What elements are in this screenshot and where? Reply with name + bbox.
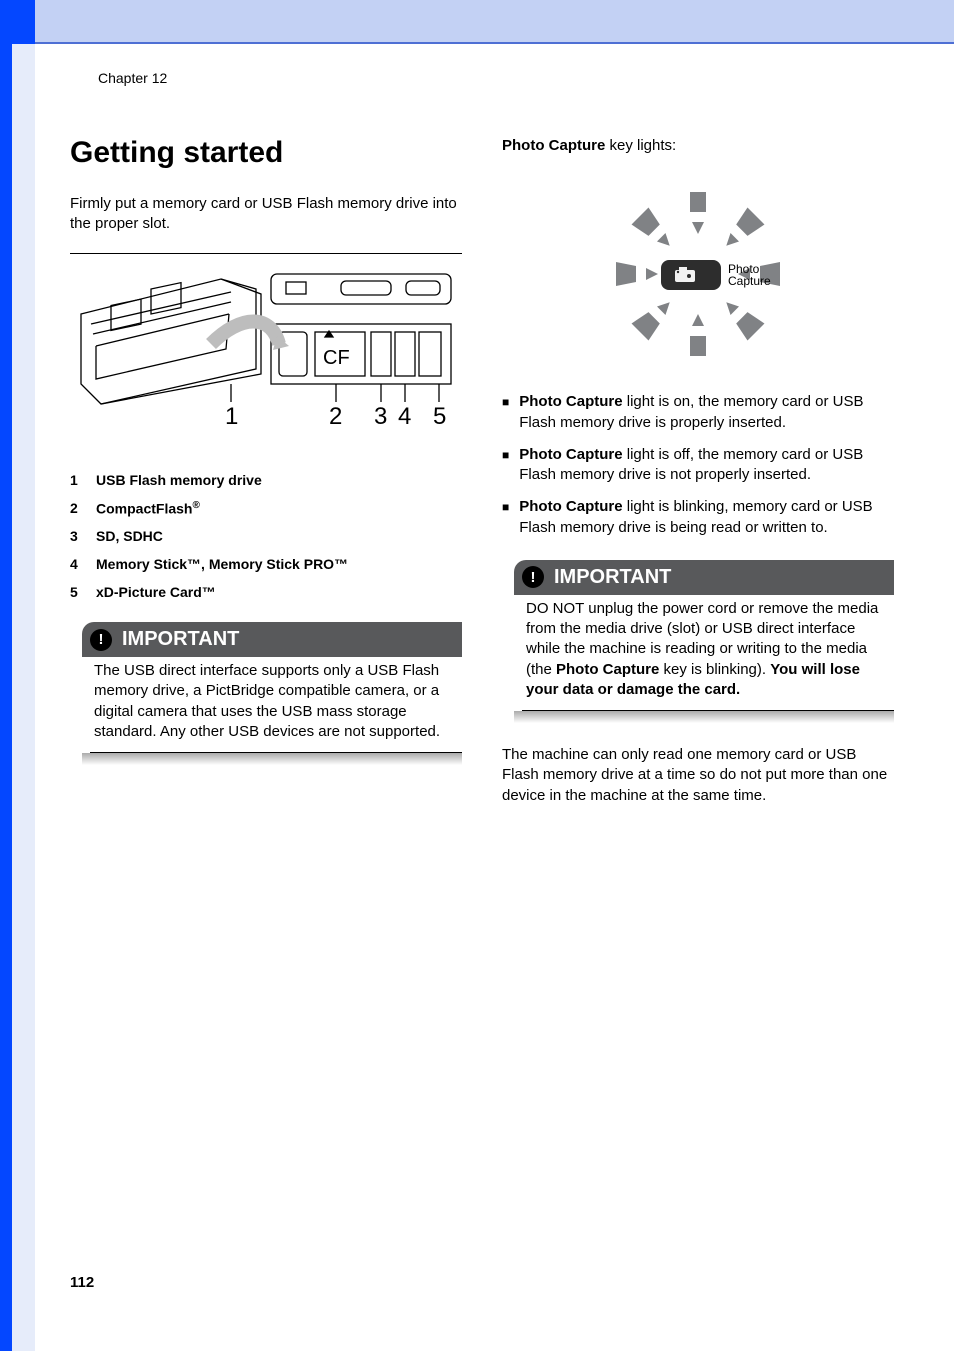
svg-text:Capture: Capture xyxy=(728,274,771,288)
printer-diagram: CF 1 2 3 4 5 xyxy=(70,253,462,458)
light-state-item: Photo Capture light is off, the memory c… xyxy=(502,445,894,486)
slot-num-2: 2 xyxy=(329,403,342,429)
important-header: ! IMPORTANT xyxy=(514,560,894,595)
printer-svg: CF 1 2 3 4 5 xyxy=(70,254,462,429)
bottom-note: The machine can only read one memory car… xyxy=(502,745,894,806)
left-column: Getting started Firmly put a memory card… xyxy=(70,136,462,773)
side-band xyxy=(0,44,35,1351)
important-left: ! IMPORTANT The USB direct interface sup… xyxy=(70,622,462,765)
slot-num-4: 4 xyxy=(398,403,411,429)
cf-label: CF xyxy=(323,347,350,369)
right-column: Photo Capture key lights: xyxy=(502,136,894,806)
photo-capture-diagram: Photo Capture xyxy=(553,174,843,374)
page-content: Chapter 12 Getting started Firmly put a … xyxy=(70,70,894,1291)
slot-num-3: 3 xyxy=(374,403,387,429)
important-right: ! IMPORTANT DO NOT unplug the power cord… xyxy=(502,560,894,723)
slot-legend: 1USB Flash memory drive 2CompactFlash® 3… xyxy=(70,472,462,601)
slot-legend-item: 4Memory Stick™, Memory Stick PRO™ xyxy=(70,556,462,572)
important-title: IMPORTANT xyxy=(554,566,671,588)
important-body: DO NOT unplug the power cord or remove t… xyxy=(522,595,894,711)
slot-legend-item: 1USB Flash memory drive xyxy=(70,472,462,488)
important-title: IMPORTANT xyxy=(122,628,239,650)
alert-icon: ! xyxy=(90,629,112,651)
important-header: ! IMPORTANT xyxy=(82,622,462,657)
light-state-list: Photo Capture light is on, the memory ca… xyxy=(502,392,894,538)
blue-spine xyxy=(0,44,12,1351)
slot-legend-item: 2CompactFlash® xyxy=(70,500,462,517)
intro-text: Firmly put a memory card or USB Flash me… xyxy=(70,194,462,235)
header-band xyxy=(35,0,954,44)
shadow-bar xyxy=(82,753,462,765)
chapter-label: Chapter 12 xyxy=(98,70,894,86)
important-body: The USB direct interface supports only a… xyxy=(90,657,462,753)
shadow-bar xyxy=(514,711,894,723)
slot-num-5: 5 xyxy=(433,403,446,429)
right-intro: Photo Capture key lights: xyxy=(502,136,894,156)
slot-num-1: 1 xyxy=(225,403,238,429)
light-state-item: Photo Capture light is blinking, memory … xyxy=(502,497,894,538)
alert-icon: ! xyxy=(522,566,544,588)
corner-tab xyxy=(0,0,35,44)
light-state-item: Photo Capture light is on, the memory ca… xyxy=(502,392,894,433)
page-number: 112 xyxy=(70,1274,94,1291)
page-heading: Getting started xyxy=(70,136,462,170)
slot-legend-item: 3SD, SDHC xyxy=(70,528,462,544)
slot-legend-item: 5xD-Picture Card™ xyxy=(70,584,462,600)
